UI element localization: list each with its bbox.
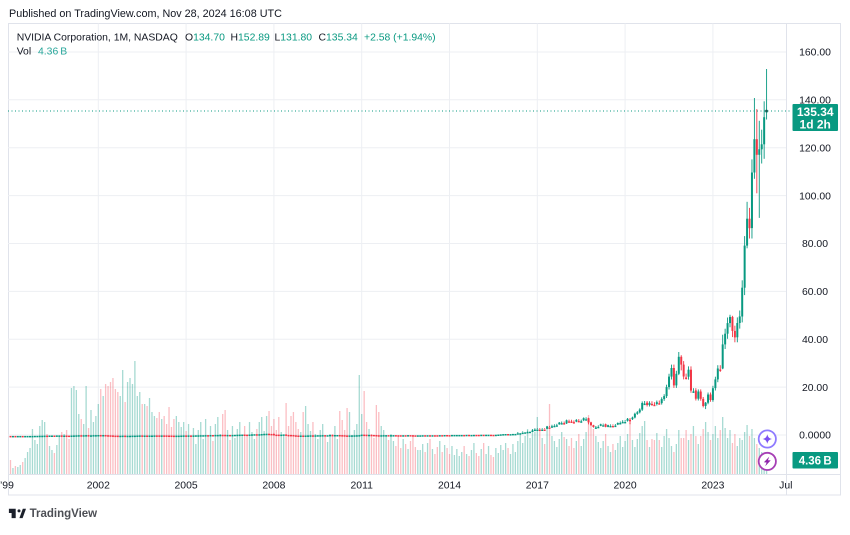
svg-text:100.00: 100.00 bbox=[799, 191, 831, 202]
svg-text:2011: 2011 bbox=[351, 481, 374, 492]
svg-text:O134.70: O134.70 bbox=[185, 33, 225, 44]
svg-text:C135.34: C135.34 bbox=[319, 33, 359, 44]
svg-text:2005: 2005 bbox=[175, 481, 198, 492]
svg-text:2008: 2008 bbox=[262, 481, 285, 492]
svg-text:60.00: 60.00 bbox=[802, 287, 828, 298]
svg-text:L131.80: L131.80 bbox=[275, 33, 313, 44]
svg-text:80.00: 80.00 bbox=[802, 239, 828, 250]
svg-text:20.00: 20.00 bbox=[802, 383, 828, 394]
svg-text:’99: ’99 bbox=[0, 481, 14, 492]
svg-text:4.36 B: 4.36 B bbox=[38, 47, 67, 58]
svg-text:TradingView: TradingView bbox=[30, 508, 98, 520]
svg-text:2023: 2023 bbox=[701, 481, 724, 492]
svg-text:+2.58 (+1.94%): +2.58 (+1.94%) bbox=[364, 33, 436, 44]
svg-text:2017: 2017 bbox=[526, 481, 549, 492]
svg-text:2020: 2020 bbox=[614, 481, 637, 492]
svg-text:Jul: Jul bbox=[779, 481, 792, 492]
svg-text:H152.89: H152.89 bbox=[231, 33, 271, 44]
svg-text:Vol: Vol bbox=[17, 47, 31, 58]
svg-text:40.00: 40.00 bbox=[802, 335, 828, 346]
svg-text:160.00: 160.00 bbox=[799, 48, 831, 59]
svg-text:135.34: 135.34 bbox=[797, 105, 834, 119]
svg-text:4.36 B: 4.36 B bbox=[799, 455, 832, 467]
svg-text:140.00: 140.00 bbox=[799, 96, 831, 107]
svg-text:NVIDIA Corporation, 1M, NASDAQ: NVIDIA Corporation, 1M, NASDAQ bbox=[17, 33, 178, 44]
svg-text:120.00: 120.00 bbox=[799, 143, 831, 154]
svg-text:Published on TradingView.com,: Published on TradingView.com, Nov 28, 20… bbox=[9, 8, 282, 20]
svg-text:2014: 2014 bbox=[438, 481, 461, 492]
svg-text:0.0000: 0.0000 bbox=[799, 431, 831, 442]
svg-text:2002: 2002 bbox=[87, 481, 110, 492]
svg-text:1d 2h: 1d 2h bbox=[800, 118, 831, 132]
